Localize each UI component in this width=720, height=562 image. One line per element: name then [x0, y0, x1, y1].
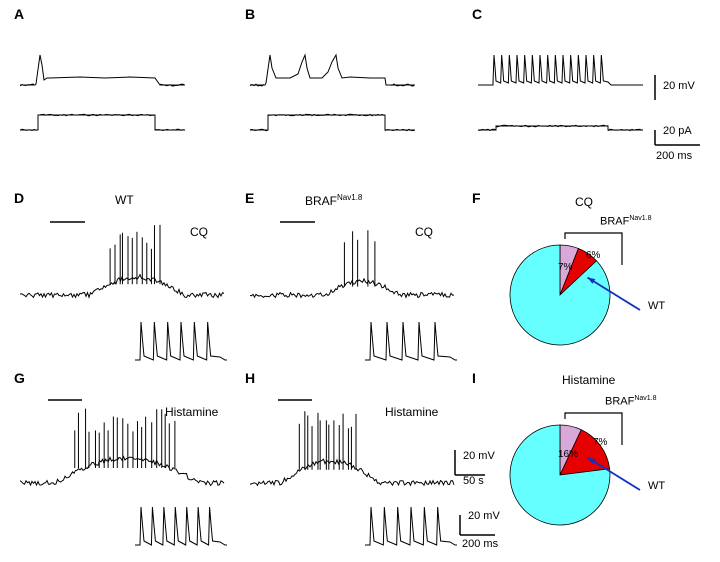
scalebar-gh-t2: 200 ms	[462, 538, 498, 550]
cq-label-e: CQ	[415, 225, 433, 239]
pie-f: 7% 6%	[500, 215, 650, 365]
panel-label-f: F	[472, 190, 481, 206]
scalebar-gh-t: 50 s	[463, 475, 484, 487]
trace-a	[20, 20, 195, 110]
inset-e	[365, 315, 460, 365]
pie-title-i: Histamine	[562, 373, 615, 387]
svg-text:7%: 7%	[593, 437, 608, 448]
pie-i: 16% 7%	[500, 395, 650, 545]
trace-b	[250, 20, 425, 110]
scalebar-gh-v2: 20 mV	[468, 510, 500, 522]
pie-title-f: CQ	[575, 195, 593, 209]
cq-label-d: CQ	[190, 225, 208, 239]
wt-label-i: WT	[648, 480, 665, 492]
svg-text:6%: 6%	[586, 250, 601, 261]
inset-h	[365, 500, 460, 555]
panel-label-i: I	[472, 370, 476, 386]
hist-label-g: Histamine	[165, 405, 218, 419]
inset-g	[135, 500, 230, 555]
scalebar-v-label: 20 mV	[663, 80, 695, 92]
scalebar-t-label: 200 ms	[656, 150, 692, 162]
scalebar-gh-v: 20 mV	[463, 450, 495, 462]
stimulus-a	[20, 110, 195, 140]
bracket-label-i: BRAFNav1.8	[605, 395, 657, 408]
svg-text:16%: 16%	[558, 449, 578, 460]
panel-label-e: E	[245, 190, 254, 206]
panel-label-h: H	[245, 370, 255, 386]
panel-label-d: D	[14, 190, 24, 206]
hist-label-h: Histamine	[385, 405, 438, 419]
stimulus-c	[478, 110, 653, 140]
braf-label: BRAFNav1.8	[305, 193, 362, 208]
scalebar-i-label: 20 pA	[663, 125, 692, 137]
svg-text:7%: 7%	[558, 262, 573, 273]
wt-label: WT	[115, 193, 134, 207]
bracket-label-f: BRAFNav1.8	[600, 215, 652, 228]
wt-label-f: WT	[648, 300, 665, 312]
stimulus-b	[250, 110, 425, 140]
inset-d	[135, 315, 230, 365]
panel-label-g: G	[14, 370, 25, 386]
trace-c	[478, 20, 653, 110]
